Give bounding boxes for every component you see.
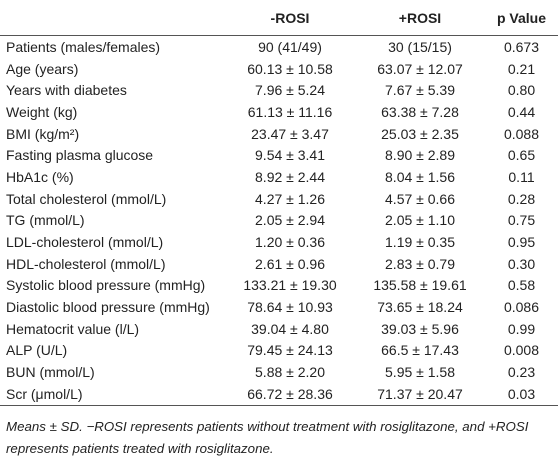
table-row: Total cholesterol (mmol/L) 4.27 ± 1.26 4.5…: [0, 188, 558, 210]
cell: 8.92 ± 2.44: [255, 168, 325, 185]
cell: 0.44: [507, 103, 536, 120]
row-label: BUN (mmol/L): [6, 364, 95, 381]
table-row: Patients (males/females) 90 (41/49) 30 (15…: [0, 36, 558, 58]
table-row: Weight (kg) 61.13 ± 11.16 63.38 ± 7.28 0.44: [0, 101, 558, 123]
cell: 0.58: [507, 277, 536, 294]
cell: 0.008: [503, 342, 540, 359]
cell: 79.45 ± 24.13: [247, 342, 333, 359]
table-row: BUN (mmol/L) 5.88 ± 2.20 5.95 ± 1.58 0.23: [0, 361, 558, 383]
cell: 135.58 ± 19.61: [373, 277, 467, 294]
table-row: LDL-cholesterol (mmol/L) 1.20 ± 0.36 1.19 …: [0, 231, 558, 253]
cell: 0.28: [507, 190, 536, 207]
table-row: Systolic blood pressure (mmHg) 133.21 ± 1…: [0, 275, 558, 297]
table-row: BMI (kg/m²) 23.47 ± 3.47 25.03 ± 2.35 0.088: [0, 123, 558, 145]
cell: 9.54 ± 3.41: [255, 147, 325, 164]
cell: 0.086: [503, 299, 540, 316]
cell: 0.80: [507, 82, 536, 99]
row-label: Age (years): [6, 60, 79, 77]
footnote: Means ± SD. −ROSI represents patients wi…: [6, 418, 529, 456]
cell: 90 (41/49): [258, 38, 322, 55]
cell: 7.96 ± 5.24: [255, 82, 325, 99]
cell: 0.673: [503, 38, 540, 55]
cell: 0.95: [507, 234, 536, 251]
row-label: ALP (U/L): [6, 342, 68, 359]
table-row: Diastolic blood pressure (mmHg) 78.64 ± 1…: [0, 296, 558, 318]
cell: 0.11: [508, 168, 535, 185]
cell: 5.95 ± 1.58: [385, 364, 455, 381]
cell: 0.03: [485, 383, 558, 406]
cell: 2.05 ± 2.94: [255, 212, 325, 229]
cell: 25.03 ± 2.35: [381, 125, 459, 142]
cell: 30 (15/15): [388, 38, 452, 55]
row-label: Patients (males/females): [6, 38, 161, 55]
cell: 1.19 ± 0.35: [385, 234, 455, 251]
table-row: Age (years) 60.13 ± 10.58 63.07 ± 12.07 0.2…: [0, 58, 558, 80]
table-row: Years with diabetes 7.96 ± 5.24 7.67 ± 5.3…: [0, 79, 558, 101]
column-header: p Value: [485, 0, 558, 36]
row-label: Years with diabetes: [6, 82, 127, 99]
row-label: TG (mmol/L): [6, 212, 85, 229]
cell: 2.05 ± 1.10: [385, 212, 455, 229]
cell: 0.21: [507, 60, 536, 77]
cell: 0.30: [507, 255, 536, 272]
cell: 8.04 ± 1.56: [385, 168, 455, 185]
cell: 0.75: [507, 212, 536, 229]
table-row: Fasting plasma glucose 9.54 ± 3.41 8.90 ± …: [0, 144, 558, 166]
cell: 5.88 ± 2.20: [255, 364, 325, 381]
cell: 23.47 ± 3.47: [251, 125, 329, 142]
cell: 73.65 ± 18.24: [377, 299, 463, 316]
cell: 8.90 ± 2.89: [385, 147, 455, 164]
cell: 4.27 ± 1.26: [255, 190, 325, 207]
table-row: Scr (μmol/L) 66.72 ± 28.36 71.37 ± 20.47 0.…: [0, 383, 558, 406]
table-row: HbA1c (%) 8.92 ± 2.44 8.04 ± 1.56 0.11: [0, 166, 558, 188]
table-row: TG (mmol/L) 2.05 ± 2.94 2.05 ± 1.10 0.75: [0, 210, 558, 232]
cell: 39.04 ± 4.80: [251, 320, 329, 337]
cell: 71.37 ± 20.47: [355, 383, 485, 406]
cell: 4.57 ± 0.66: [385, 190, 455, 207]
header-row: -ROSI +ROSI p Value: [0, 0, 558, 36]
row-label: HbA1c (%): [6, 168, 74, 185]
row-label: Scr (μmol/L): [0, 383, 225, 406]
table-row: ALP (U/L) 79.45 ± 24.13 66.5 ± 17.43 0.008: [0, 340, 558, 362]
table-row: Hematocrit value (l/L) 39.04 ± 4.80 39.03 …: [0, 318, 558, 340]
cell: 2.83 ± 0.79: [385, 255, 455, 272]
cell: 61.13 ± 11.16: [247, 103, 333, 120]
cell: 7.67 ± 5.39: [385, 82, 455, 99]
row-label: Systolic blood pressure (mmHg): [6, 277, 206, 294]
cell: 0.65: [507, 147, 536, 164]
row-label: Diastolic blood pressure (mmHg): [6, 299, 210, 316]
cell: 0.99: [507, 320, 536, 337]
row-label: Hematocrit value (l/L): [6, 320, 140, 337]
row-label: Weight (kg): [6, 103, 78, 120]
data-table: -ROSI +ROSI p Value Patients (males/female…: [0, 0, 558, 406]
row-label: BMI (kg/m²): [6, 125, 80, 142]
cell: 133.21 ± 19.30: [243, 277, 337, 294]
row-label: Fasting plasma glucose: [6, 147, 154, 164]
cell: 0.088: [503, 125, 540, 142]
cell: 63.07 ± 12.07: [377, 60, 463, 77]
cell: 63.38 ± 7.28: [381, 103, 459, 120]
row-label: LDL-cholesterol (mmol/L): [6, 234, 164, 251]
cell: 1.20 ± 0.36: [255, 234, 325, 251]
cell: 66.5 ± 17.43: [381, 342, 459, 359]
row-label: HDL-cholesterol (mmol/L): [6, 255, 166, 272]
row-label: Total cholesterol (mmol/L): [6, 190, 167, 207]
table-row: HDL-cholesterol (mmol/L) 2.61 ± 0.96 2.83 …: [0, 253, 558, 275]
cell: 78.64 ± 10.93: [247, 299, 333, 316]
cell: 60.13 ± 10.58: [247, 60, 333, 77]
cell: 0.23: [507, 364, 536, 381]
column-header: -ROSI: [225, 0, 355, 36]
table-body: Patients (males/females) 90 (41/49) 30 (15…: [0, 36, 558, 406]
cell: 66.72 ± 28.36: [225, 383, 355, 406]
corner-cell: [0, 0, 225, 36]
cell: 39.03 ± 5.96: [381, 320, 459, 337]
cell: 2.61 ± 0.96: [255, 255, 325, 272]
table-header: -ROSI +ROSI p Value: [0, 0, 558, 36]
column-header: +ROSI: [355, 0, 485, 36]
